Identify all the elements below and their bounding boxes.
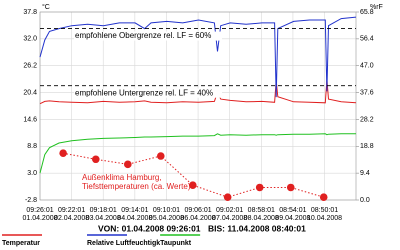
range-to: BIS: 11.04.2008 08:40:01 xyxy=(208,223,306,233)
outdoor-point xyxy=(124,160,132,169)
y2-tick-label: 37.6 xyxy=(360,89,374,96)
series-line xyxy=(39,133,356,174)
y-tick-label: 8.8 xyxy=(27,143,37,150)
y-axis-label: °C xyxy=(42,3,50,11)
x-tick-date: 06.04.2008 xyxy=(181,215,216,222)
y-tick-label: 3.0 xyxy=(27,170,37,177)
x-tick-label: 09:22:01 xyxy=(58,207,85,214)
x-tick-date: 08.04.2008 xyxy=(244,215,279,222)
outdoor-point xyxy=(156,152,165,160)
y2-tick-label: 18.8 xyxy=(360,143,374,150)
reference-label: empfohlene Untergrenze rel. LF = 40% xyxy=(75,88,213,97)
x-tick-label: 08:50:01 xyxy=(311,207,338,214)
y2-tick-label: 9.4 xyxy=(360,170,370,177)
outdoor-point xyxy=(91,155,100,164)
x-tick-label: 09:02:01 xyxy=(216,207,243,214)
y-tick-label: 32.0 xyxy=(23,36,37,43)
x-tick-label: 09:18:01 xyxy=(90,207,117,214)
legend-label: Taupunkt xyxy=(160,240,192,247)
y2-tick-label: 47.0 xyxy=(360,63,374,70)
label-bg xyxy=(74,88,222,98)
y-tick-label: -2.8 xyxy=(25,197,37,204)
y2-tick-label: 28.2 xyxy=(360,116,374,123)
outdoor-note: Außenklima Hamburg, xyxy=(82,173,162,182)
legend-label: Relative Luftfeuchtigk xyxy=(87,240,160,247)
outdoor-point xyxy=(223,193,232,202)
x-tick-date: 02.04.2008 xyxy=(54,215,89,222)
x-tick-label: 09:14:01 xyxy=(121,207,148,214)
x-tick-date: 09.04.2008 xyxy=(275,215,310,222)
x-tick-label: 09:10:01 xyxy=(153,207,180,214)
y2-tick-label: 65.8 xyxy=(360,9,374,16)
y2-tick-label: 0.0 xyxy=(360,197,370,204)
y-tick-label: 20.4 xyxy=(23,89,37,96)
y2-tick-label: 56.4 xyxy=(360,36,374,43)
outdoor-point xyxy=(189,181,197,189)
outdoor-note: Tiefsttemperaturen (ca. Werte) xyxy=(82,182,191,191)
y-tick-label: 26.2 xyxy=(23,63,37,70)
outdoor-point xyxy=(255,183,264,192)
outdoor-point xyxy=(286,183,295,192)
outdoor-point xyxy=(59,149,67,158)
x-tick-date: 01.04.2008 xyxy=(22,215,57,222)
x-tick-label: 08:54:01 xyxy=(279,207,306,214)
x-tick-date: 03.04.2008 xyxy=(86,215,121,222)
x-tick-label: 08:58:01 xyxy=(248,207,275,214)
plot-frame xyxy=(39,11,357,201)
x-tick-label: 09:06:01 xyxy=(184,207,211,214)
label-bg xyxy=(74,31,222,41)
legend-label: Temperatur xyxy=(2,240,40,247)
y-tick-label: 14.6 xyxy=(23,116,37,123)
x-tick-date: 07.04.2008 xyxy=(212,215,247,222)
y-tick-label: 37.8 xyxy=(23,9,37,16)
x-tick-date: 04.04.2008 xyxy=(117,215,152,222)
x-tick-date: 05.04.2008 xyxy=(149,215,184,222)
x-tick-date: 10.04.2008 xyxy=(307,215,342,222)
y2-axis-label: %rF xyxy=(370,4,383,11)
range-from: VON: 01.04.2008 09:26:01 xyxy=(98,223,201,233)
outdoor-point xyxy=(319,193,328,202)
x-tick-label: 09:26:01 xyxy=(26,207,53,214)
reference-label: empfohlene Obergrenze rel. LF = 60% xyxy=(75,31,211,40)
